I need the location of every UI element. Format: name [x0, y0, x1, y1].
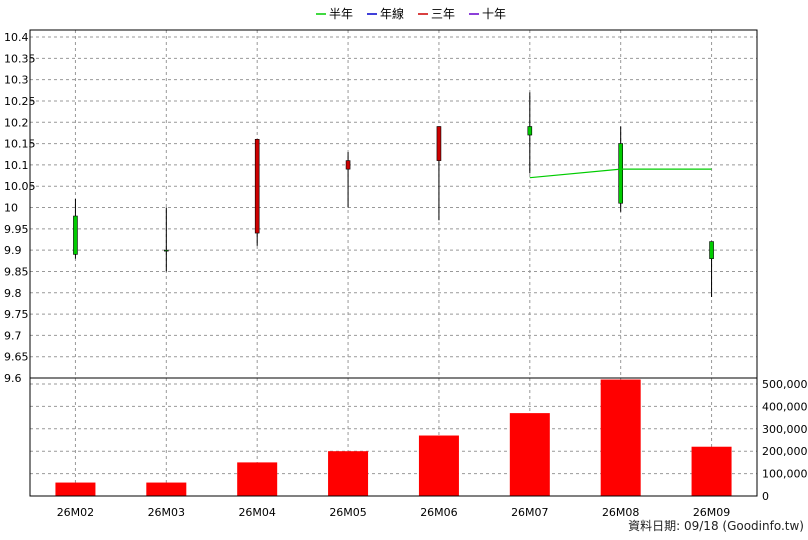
volume-tick-label: 400,000 — [762, 400, 808, 413]
price-tick-label: 10 — [4, 202, 18, 215]
volume-bars — [55, 379, 732, 496]
price-tick-label: 9.6 — [4, 372, 22, 385]
half-year-line — [529, 168, 712, 179]
plot-frame — [29, 29, 758, 497]
price-tick-label: 10.3 — [4, 74, 29, 87]
legend-label-2: 三年 — [431, 7, 455, 21]
data-date-footer: 資料日期: 09/18 (Goodinfo.tw) — [628, 519, 804, 533]
x-ticks: 26M02 26M03 26M04 26M05 26M06 26M07 26M08 26M09 — [57, 506, 731, 519]
candle-body — [73, 215, 78, 255]
candle-body — [164, 249, 169, 252]
volume-bar — [600, 379, 641, 496]
legend-label-3: 十年 — [482, 7, 506, 21]
volume-bar — [691, 446, 732, 496]
volume-bar — [237, 462, 278, 496]
volume-tick-label: 100,000 — [762, 468, 808, 481]
volume-bar — [418, 435, 459, 496]
price-tick-label: 9.8 — [4, 287, 22, 300]
price-tick-label: 9.65 — [4, 351, 29, 364]
legend-label-1: 年線 — [380, 6, 404, 21]
price-tick-label: 9.7 — [4, 329, 22, 342]
price-tick-label: 9.75 — [4, 308, 29, 321]
candle-body — [254, 139, 260, 234]
price-tick-label: 10.15 — [4, 138, 36, 151]
half-year-series-line — [529, 168, 712, 179]
volume-tick-label: 300,000 — [762, 423, 808, 436]
price-tick-label: 10.2 — [4, 116, 29, 129]
x-tick-label: 26M09 — [693, 506, 731, 519]
x-tick-label: 26M05 — [329, 506, 367, 519]
price-tick-label: 10.4 — [4, 31, 29, 44]
price-grid — [30, 30, 757, 496]
candle-body — [345, 160, 351, 170]
price-y-ticks: 10.4 10.35 10.3 10.25 10.2 10.15 10.1 10.05 10 9.… — [4, 31, 36, 385]
candles — [73, 92, 714, 298]
price-tick-label: 9.95 — [4, 223, 29, 236]
volume-tick-label: 0 — [762, 490, 769, 503]
volume-tick-label: 500,000 — [762, 378, 808, 391]
x-tick-label: 26M08 — [602, 506, 640, 519]
candle-body — [527, 126, 533, 136]
legend-label-0: 半年 — [329, 7, 353, 21]
x-tick-label: 26M07 — [511, 506, 549, 519]
x-tick-label: 26M03 — [148, 506, 186, 519]
volume-bar — [55, 482, 96, 496]
x-tick-label: 26M06 — [420, 506, 458, 519]
price-tick-label: 9.9 — [4, 244, 22, 257]
price-tick-label: 10.35 — [4, 52, 36, 65]
volume-tick-label: 200,000 — [762, 445, 808, 458]
candle-body — [618, 143, 623, 204]
volume-bar — [146, 482, 187, 496]
volume-bar — [509, 413, 550, 496]
x-tick-label: 26M04 — [238, 506, 276, 519]
x-tick-label: 26M02 — [57, 506, 95, 519]
candle-body — [436, 126, 442, 161]
volume-y-ticks: 500,000 400,000 300,000 200,000 100,000 0 — [762, 378, 808, 503]
candle-body — [709, 241, 714, 259]
price-tick-label: 10.05 — [4, 180, 36, 193]
price-tick-label: 10.1 — [4, 159, 29, 172]
price-tick-label: 9.85 — [4, 265, 29, 278]
volume-bar — [328, 451, 369, 496]
legend: 半年 年線 三年 十年 — [316, 6, 506, 21]
volume-grid — [30, 383, 757, 475]
price-tick-label: 10.25 — [4, 95, 36, 108]
